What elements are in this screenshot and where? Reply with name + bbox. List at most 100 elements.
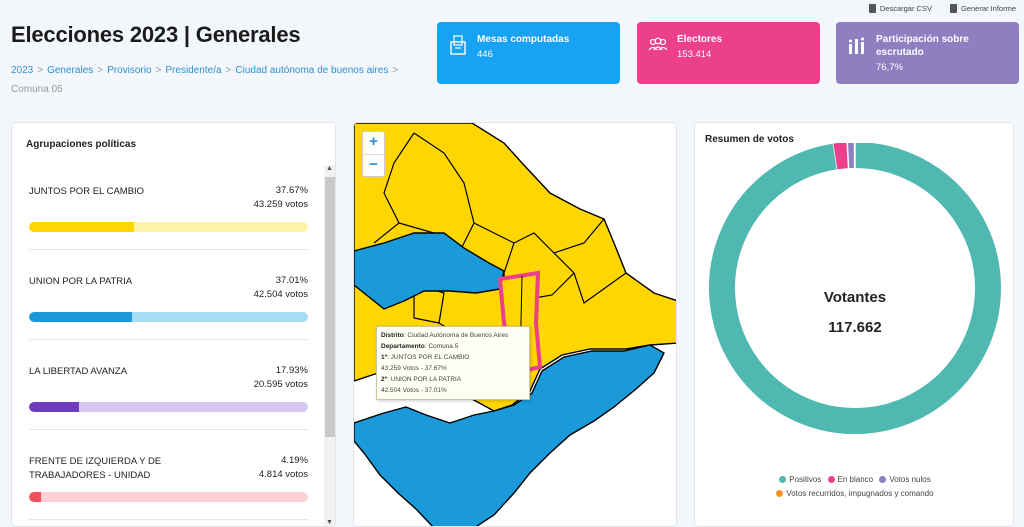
parties-panel-title: Agrupaciones políticas (26, 139, 137, 150)
card-value: 446 (477, 49, 493, 60)
donut-segment-separator (831, 143, 838, 170)
map-tooltip: Distrito: Ciudad Autónoma de Buenos Aire… (376, 326, 530, 400)
tooltip-district: Ciudad Autónoma de Buenos Aires (407, 332, 509, 339)
votes-donut-chart[interactable] (695, 143, 1014, 473)
party-percent: 37.01% (275, 275, 308, 286)
party-percent: 37.67% (275, 185, 308, 196)
party-name: LA LIBERTAD AVANZA (29, 366, 128, 377)
divider (29, 339, 308, 340)
card-title: Mesas computadas (477, 34, 570, 45)
party-progress-fill (29, 492, 41, 502)
tooltip-second-row: 2º: UNION POR LA PATRIA (381, 376, 462, 383)
breadcrumb-separator: > (392, 65, 399, 76)
legend-label: En blanco (837, 475, 874, 484)
party-votes: 43.259 votos (253, 199, 308, 210)
tooltip-first-party: JUNTOS POR EL CAMBIO (390, 354, 470, 361)
generate-report-label: Generar Informe (960, 4, 1016, 13)
donut-center-label: Votantes (823, 289, 887, 306)
card-value: 153.414 (677, 49, 712, 60)
legend-dot (779, 476, 787, 483)
scrollbar[interactable]: ▲ ▼ (324, 165, 335, 526)
map-panel: + − Distrito: Ciudad Autónoma de Buenos … (353, 122, 677, 527)
card-mesas: Mesas computadas 446 (437, 22, 620, 84)
legend-label: Votos recurridos, impugnados y comando (786, 489, 934, 498)
party-progress-fill (29, 402, 80, 412)
card-participacion: Participación sobre escrutado 76,7% (836, 22, 1019, 84)
generate-report-link[interactable]: Generar Informe (949, 4, 1016, 13)
party-votes: 42.504 votos (253, 289, 308, 300)
legend-item[interactable]: Positivos (779, 473, 821, 486)
legend-dot (776, 490, 784, 497)
download-csv-link[interactable]: Descargar CSV (868, 4, 932, 13)
people-icon (648, 37, 668, 51)
document-icon (868, 4, 876, 13)
parties-panel: Agrupaciones políticas JUNTOS POR EL CAM… (11, 122, 336, 527)
zoom-in-button[interactable]: + (369, 133, 378, 150)
map-zoom-control: + − (362, 131, 385, 177)
party-votes: 4.814 votos (258, 469, 308, 480)
ballot-box-icon (450, 35, 466, 55)
party-percent: 4.19% (281, 455, 308, 466)
party-name: FRENTE DE IZQUIERDA Y DE TRABAJADORES - … (29, 456, 162, 481)
map-region-uxp-west[interactable] (354, 232, 505, 310)
donut-legend: Positivos En blanco Votos nulos Votos re… (695, 473, 1013, 501)
download-csv-label: Descargar CSV (879, 4, 932, 13)
divider (29, 249, 308, 250)
page-title: Elecciones 2023 | Generales (11, 22, 301, 47)
breadcrumb-item-status[interactable]: Provisorio (107, 65, 152, 76)
divider (29, 519, 308, 520)
votes-summary-panel: Resumen de votos Votantes 117.662 97.6% … (694, 122, 1014, 527)
map-region-uxp-south[interactable] (354, 344, 665, 527)
donut-positive-label: 97.6% (844, 433, 866, 442)
legend-label: Positivos (789, 475, 822, 484)
tooltip-second-label: 2º (381, 376, 387, 383)
tooltip-dept-label: Departamento (381, 343, 425, 350)
top-links: Descargar CSV Generar Informe (868, 4, 1016, 13)
tooltip-second-party: UNION POR LA PATRIA (390, 376, 462, 383)
breadcrumb-separator: > (97, 65, 104, 76)
tooltip-first-votes: 43.259 Votos - 37.67% (381, 365, 447, 372)
donut-segment-positivos[interactable] (709, 143, 1001, 434)
party-name: JUNTOS POR EL CAMBIO (29, 186, 145, 197)
donut-center-value: 117.662 (828, 319, 882, 336)
tooltip-dept-row: Departamento: Comuna 5 (381, 343, 459, 350)
electoral-map[interactable] (354, 123, 677, 527)
party-progress-bar (29, 312, 308, 322)
breadcrumb-item-district[interactable]: Ciudad autónoma de buenos aires (235, 65, 389, 76)
card-electores: Electores 153.414 (637, 22, 820, 84)
document-icon (949, 4, 957, 13)
party-votes: 20.595 votos (253, 379, 308, 390)
scrollbar-thumb[interactable] (325, 177, 335, 437)
legend-item[interactable]: Votos nulos (879, 473, 931, 486)
breadcrumb-separator: > (225, 65, 232, 76)
card-value: 76,7% (876, 62, 903, 73)
party-progress-fill (29, 222, 135, 232)
scroll-down-icon[interactable]: ▼ (326, 519, 333, 526)
tooltip-second-votes: 42.504 Votos - 37.01% (381, 387, 447, 394)
breadcrumb-item-year[interactable]: 2023 (11, 65, 34, 76)
tooltip-district-row: Distrito: Ciudad Autónoma de Buenos Aire… (381, 332, 509, 339)
tooltip-first-row: 1º: JUNTOS POR EL CAMBIO (381, 354, 470, 361)
breadcrumb-item-category[interactable]: Presidente/a (165, 65, 222, 76)
breadcrumb-item-type[interactable]: Generales (47, 65, 94, 76)
tooltip-dept: Comuna 5 (428, 343, 459, 350)
party-progress-bar (29, 492, 308, 502)
legend-dot (827, 476, 835, 483)
card-title: Participación sobre escrutado (876, 34, 969, 58)
party-percent: 17.93% (275, 365, 308, 376)
zoom-out-button[interactable]: − (363, 154, 384, 176)
legend-item[interactable]: En blanco (827, 473, 874, 486)
breadcrumb-separator: > (155, 65, 162, 76)
card-title: Electores (677, 34, 723, 45)
party-name: UNION POR LA PATRIA (29, 276, 133, 287)
divider (29, 429, 308, 430)
breadcrumb-separator: > (37, 65, 44, 76)
tooltip-district-label: Distrito (381, 332, 404, 339)
donut-segment-en-blanco[interactable] (832, 143, 849, 170)
party-progress-bar (29, 222, 308, 232)
tooltip-first-label: 1º (381, 354, 387, 361)
breadcrumb-item-current: Comuna 05 (11, 84, 63, 95)
breadcrumb: 2023 > Generales > Provisorio > Presidente/a > C… (11, 61, 411, 99)
legend-item[interactable]: Votos recurridos, impugnados y comando (776, 487, 934, 500)
scroll-up-icon[interactable]: ▲ (326, 165, 333, 172)
